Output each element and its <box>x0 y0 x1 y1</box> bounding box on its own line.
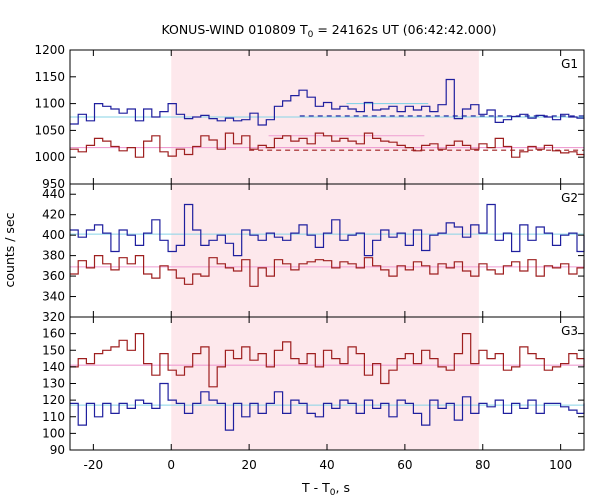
x-tick-label: 100 <box>549 458 572 472</box>
x-tick-label: 80 <box>475 458 490 472</box>
y-tick-label: 120 <box>42 393 65 407</box>
y-axis-title: counts / sec <box>2 212 17 287</box>
panel-g2-series-red <box>70 255 585 287</box>
y-tick-label: 320 <box>42 310 65 324</box>
y-tick-label: 440 <box>42 187 65 201</box>
panel-g3-series-blue <box>70 382 585 431</box>
x-axis-title: T - T0, s <box>301 480 350 498</box>
panel-g1-series-blue <box>70 78 585 126</box>
panel-label-g3: G3 <box>561 324 578 338</box>
chart-title: KONUS-WIND 010809 T0 = 24162s UT (06:42:… <box>161 22 496 40</box>
y-tick-label: 150 <box>42 343 65 357</box>
y-tick-label: 1200 <box>34 43 65 57</box>
panel-g3-series-red <box>70 333 585 388</box>
y-tick-label: 110 <box>42 410 65 424</box>
panel-label-g2: G2 <box>561 191 578 205</box>
y-tick-label: 360 <box>42 269 65 283</box>
y-tick-label: 1000 <box>34 150 65 164</box>
y-tick-label: 100 <box>42 426 65 440</box>
panel-g2-series-blue <box>70 203 585 257</box>
y-tick-label: 130 <box>42 377 65 391</box>
y-tick-label: 380 <box>42 249 65 263</box>
y-tick-label: 1050 <box>34 123 65 137</box>
y-tick-label: 160 <box>42 327 65 341</box>
x-tick-label: 0 <box>167 458 175 472</box>
y-tick-label: 140 <box>42 360 65 374</box>
panel-g1-series-red <box>70 132 585 158</box>
y-tick-label: 340 <box>42 290 65 304</box>
y-tick-label: 1100 <box>34 97 65 111</box>
x-tick-label: 40 <box>319 458 334 472</box>
x-tick-label: 20 <box>241 458 256 472</box>
y-tick-label: 90 <box>50 443 65 457</box>
x-tick-label: -20 <box>84 458 104 472</box>
y-tick-label: 1150 <box>34 70 65 84</box>
y-tick-label: 420 <box>42 208 65 222</box>
panel-label-g1: G1 <box>561 57 578 71</box>
x-tick-label: 60 <box>397 458 412 472</box>
y-tick-label: 950 <box>42 177 65 191</box>
y-tick-label: 400 <box>42 228 65 242</box>
burst-interval-highlight <box>171 50 479 450</box>
